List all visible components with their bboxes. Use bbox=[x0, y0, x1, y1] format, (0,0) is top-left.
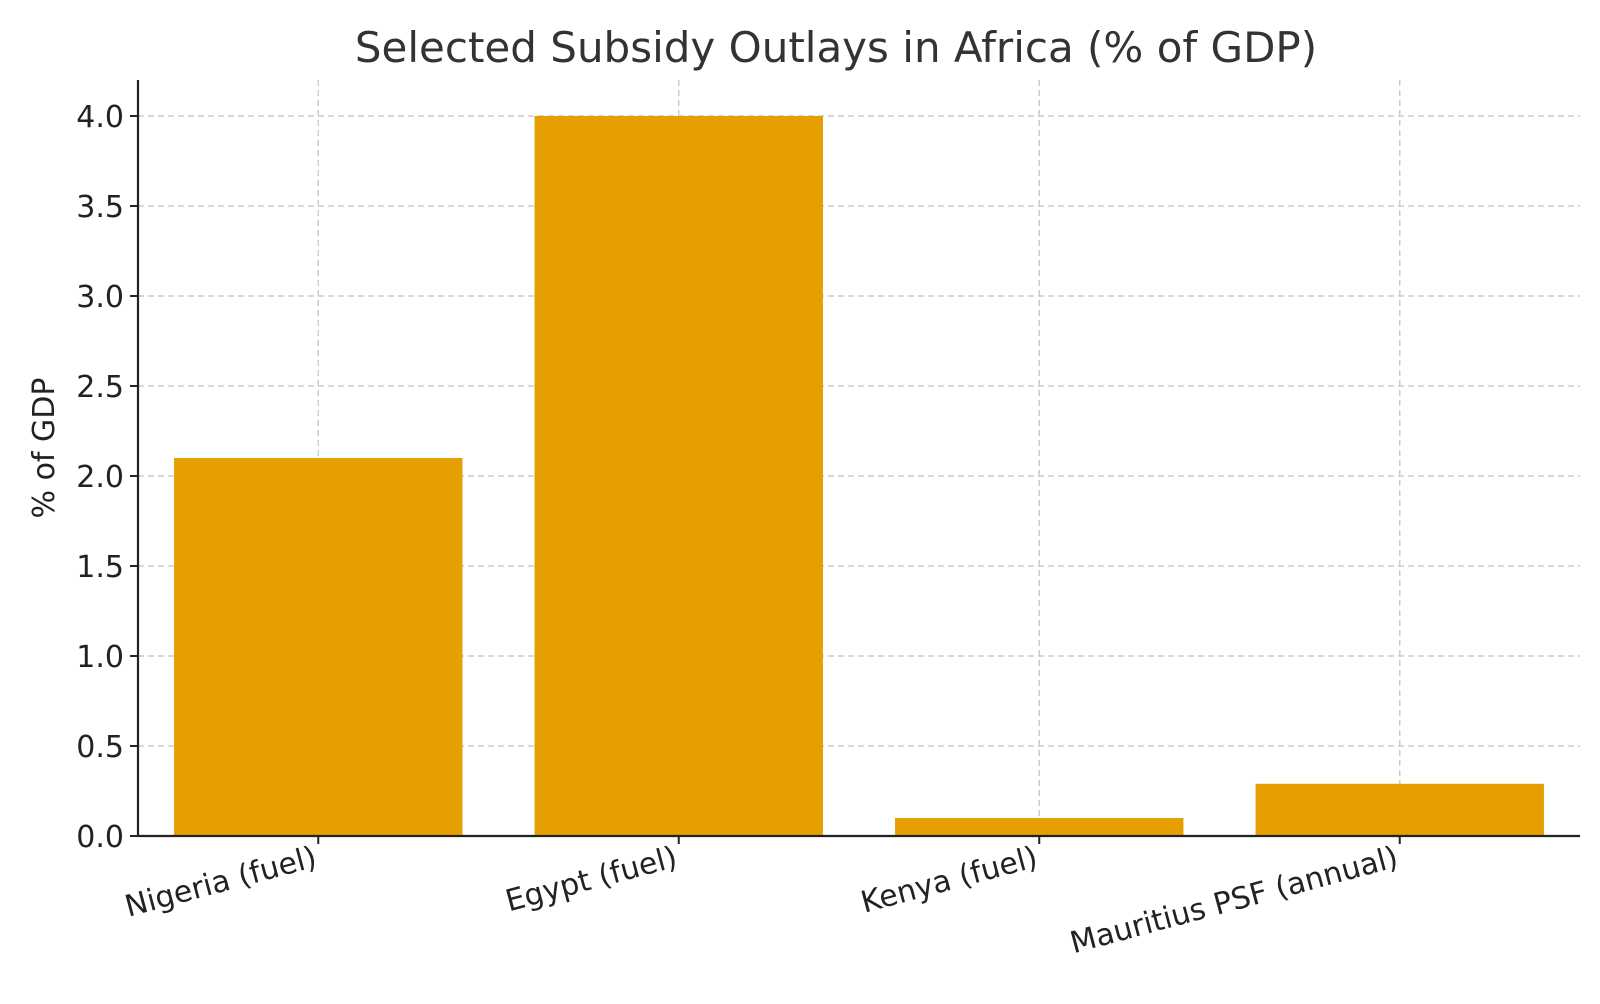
bar bbox=[895, 818, 1184, 836]
y-axis-label: % of GDP bbox=[27, 378, 62, 519]
chart-title: Selected Subsidy Outlays in Africa (% of… bbox=[355, 23, 1317, 72]
y-tick-label: 2.5 bbox=[76, 370, 124, 405]
axes bbox=[130, 80, 1580, 844]
bar bbox=[1255, 783, 1544, 836]
x-tick-label: Mauritius PSF (annual) bbox=[1067, 840, 1402, 961]
y-tick-label: 0.0 bbox=[76, 820, 124, 855]
y-tick-label: 3.5 bbox=[76, 190, 124, 225]
y-tick-label: 3.0 bbox=[76, 280, 124, 315]
y-tick-label: 2.0 bbox=[76, 460, 124, 495]
bar bbox=[534, 116, 823, 836]
x-tick-label: Egypt (fuel) bbox=[502, 840, 681, 919]
y-tick-label: 4.0 bbox=[76, 100, 124, 135]
y-tick-label: 1.5 bbox=[76, 550, 124, 585]
bar bbox=[174, 458, 463, 836]
y-tick-label: 1.0 bbox=[76, 640, 124, 675]
y-tick-label: 0.5 bbox=[76, 730, 124, 765]
bars bbox=[174, 116, 1544, 836]
x-tick-label: Kenya (fuel) bbox=[857, 840, 1041, 921]
x-tick-label: Nigeria (fuel) bbox=[121, 840, 320, 925]
